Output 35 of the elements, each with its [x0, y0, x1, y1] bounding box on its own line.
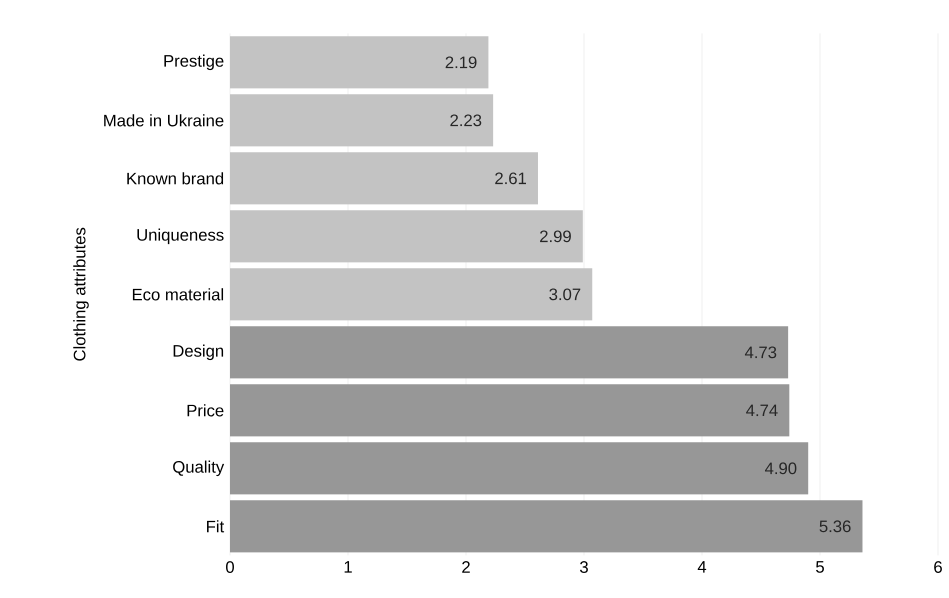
y-tick-label: Eco material: [132, 288, 224, 300]
y-tick-label: Design: [174, 344, 224, 360]
data-label: 2.23: [450, 114, 482, 126]
data-label: 2.61: [495, 172, 526, 184]
bar: [230, 36, 488, 88]
bar: [230, 326, 788, 378]
x-tick-label: 1: [344, 561, 352, 573]
y-tick-label: Uniqueness: [137, 228, 224, 244]
y-tick-label: Prestige: [164, 54, 224, 70]
y-tick-label: Fit: [207, 520, 224, 532]
x-tick-label: 0: [226, 561, 234, 573]
x-tick-label: 3: [580, 561, 588, 573]
data-label: 2.19: [446, 56, 476, 68]
bar: [230, 384, 790, 436]
bar: [230, 500, 862, 552]
data-label: 2.99: [540, 230, 571, 242]
data-label: 5.36: [820, 520, 851, 532]
y-tick-label: Quality: [173, 460, 224, 476]
y-axis-title: Clothing attributes: [73, 228, 89, 361]
data-label: 4.74: [746, 404, 778, 416]
bar: [230, 268, 592, 320]
x-tick-label: 6: [934, 561, 942, 573]
y-tick-label: Price: [188, 404, 224, 416]
y-tick-label: Made in Ukraine: [104, 114, 224, 126]
data-label: 4.73: [744, 346, 776, 358]
x-tick-label: 5: [816, 561, 824, 573]
x-tick-label: 2: [462, 561, 470, 573]
y-tick-label: Known brand: [127, 172, 224, 184]
bar: [230, 94, 494, 146]
bar: [230, 442, 808, 494]
bar: [230, 152, 538, 204]
data-label: 3.07: [549, 288, 580, 300]
data-label: 4.90: [764, 462, 796, 474]
bar: [230, 210, 583, 262]
x-tick-label: 4: [698, 561, 706, 573]
